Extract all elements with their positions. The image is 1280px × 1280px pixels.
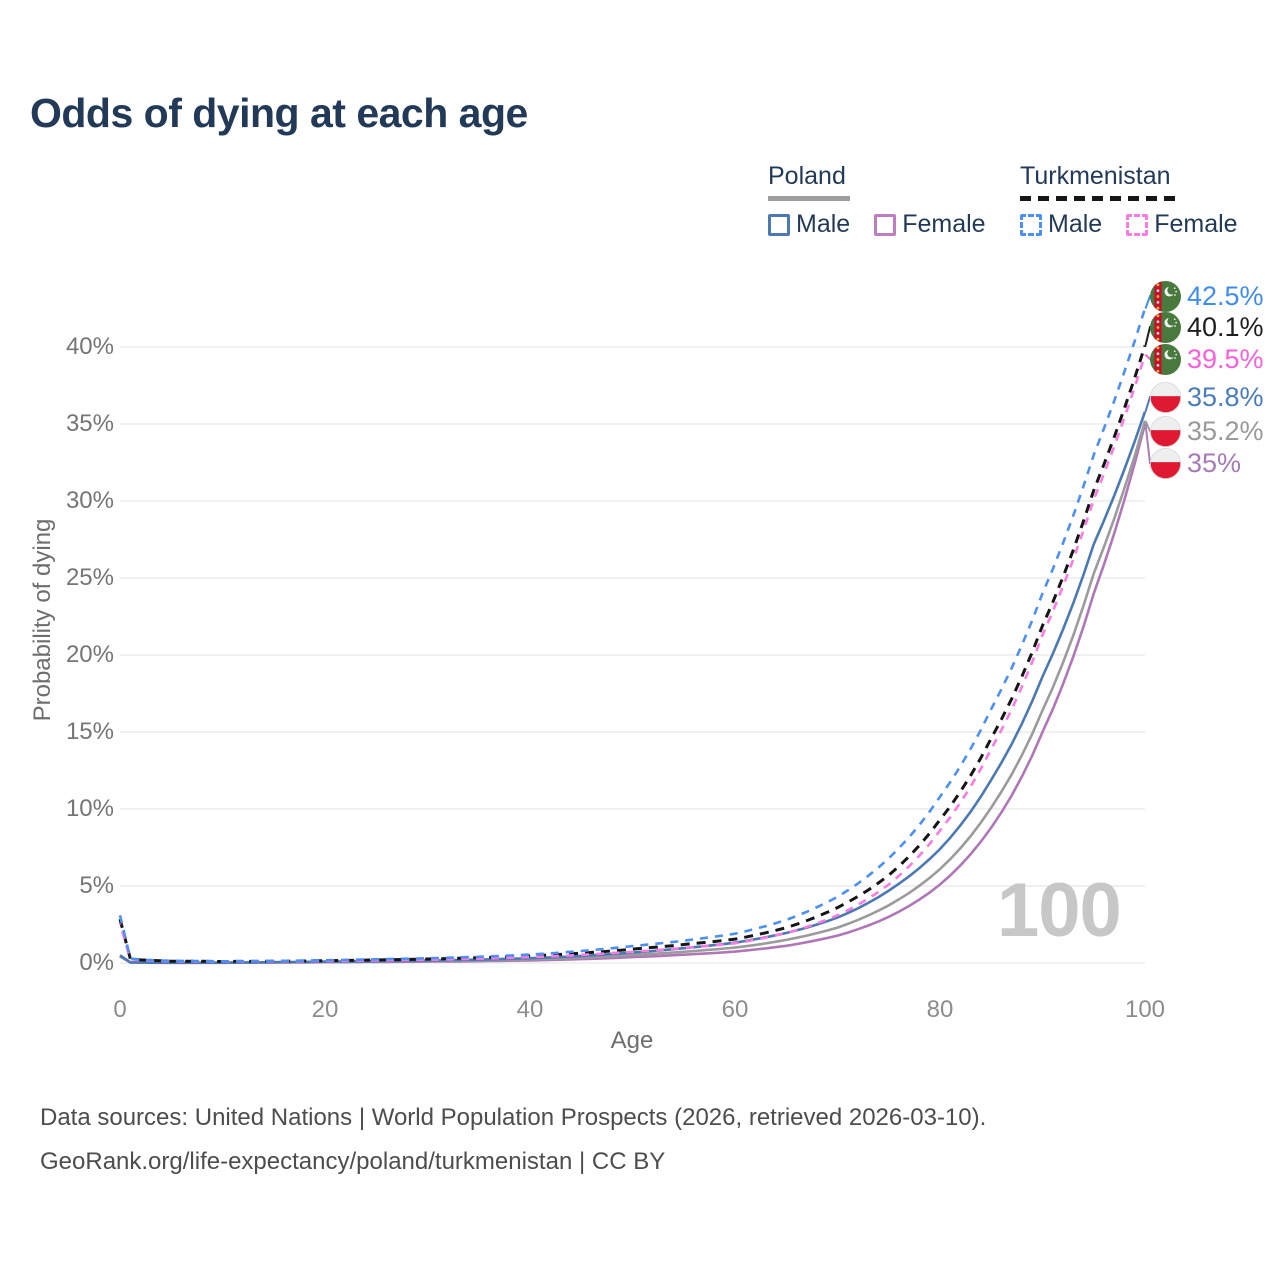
- turkmenistan-male-label: Male: [1048, 210, 1103, 238]
- end-label-poland-male: 35.8%: [1150, 380, 1264, 414]
- page-title: Odds of dying at each age: [30, 90, 528, 136]
- end-label-turkmenistan-female: 39.5%: [1150, 342, 1264, 376]
- legend-country-turkmenistan: Turkmenistan: [1020, 162, 1171, 190]
- y-tick-20: 20%: [65, 641, 114, 668]
- y-tick-30: 30%: [65, 487, 114, 514]
- series-line-poland-female: [119, 423, 1147, 965]
- series-line-turkmenistan-male: [118, 308, 1147, 963]
- poland-female-swatch: [874, 213, 897, 236]
- series-line-turkmenistan-both-sexes-: [118, 345, 1147, 964]
- age-watermark: 100: [997, 868, 1122, 953]
- series-line-turkmenistan-female: [118, 354, 1147, 963]
- legend-item-poland-male: Male: [768, 210, 850, 239]
- series-line-poland-male: [119, 411, 1147, 964]
- x-tick-40: 40: [516, 996, 544, 1023]
- x-axis-title: Age: [610, 1027, 654, 1054]
- y-tick-10: 10%: [65, 795, 114, 822]
- y-tick-0: 0%: [79, 949, 114, 976]
- poland-solid-line-swatch: [768, 196, 850, 201]
- end-label-poland-female: 35%: [1150, 446, 1241, 480]
- legend-group-poland: Poland Male Female: [768, 162, 986, 239]
- series-line-poland-both-sexes-: [119, 420, 1147, 965]
- footer: Data sources: United Nations | World Pop…: [40, 1104, 986, 1192]
- x-tick-80: 80: [926, 996, 954, 1023]
- y-tick-25: 25%: [65, 564, 114, 591]
- poland-flag-icon: [1150, 416, 1181, 447]
- legend-country-poland: Poland: [768, 162, 846, 190]
- x-tick-100: 100: [1124, 996, 1166, 1023]
- turkmenistan-flag-icon: [1150, 312, 1181, 343]
- poland-flag-icon: [1150, 382, 1181, 413]
- turkmenistan-female-swatch: [1126, 213, 1149, 236]
- data-sources-line: Data sources: United Nations | World Pop…: [40, 1104, 987, 1131]
- turkmenistan-dashed-line-swatch: [1020, 196, 1180, 201]
- legend-item-turkmenistan-male: Male: [1020, 210, 1102, 239]
- poland-male-swatch: [768, 213, 790, 236]
- x-tick-60: 60: [721, 996, 749, 1023]
- series-lines: [118, 308, 1147, 965]
- end-label-turkmenistan-both: 40.1%: [1150, 310, 1264, 344]
- y-tick-15: 15%: [65, 718, 114, 745]
- gridlines: [120, 346, 1145, 964]
- y-tick-5: 5%: [79, 872, 114, 899]
- x-tick-0: 0: [113, 996, 127, 1023]
- turkmenistan-female-label: Female: [1154, 210, 1238, 238]
- y-tick-35: 35%: [65, 410, 114, 437]
- turkmenistan-flag-icon: [1150, 344, 1181, 375]
- legend-item-poland-female: Female: [874, 210, 986, 239]
- turkmenistan-male-swatch: [1020, 213, 1042, 236]
- end-label-poland-both: 35.2%: [1150, 414, 1264, 448]
- attribution-line: GeoRank.org/life-expectancy/poland/turkm…: [40, 1148, 666, 1175]
- y-axis-title: Probability of dying: [29, 518, 56, 722]
- legend-group-turkmenistan: Turkmenistan Male Female: [1020, 162, 1238, 239]
- legend-item-turkmenistan-female: Female: [1126, 210, 1238, 239]
- x-tick-20: 20: [311, 996, 339, 1023]
- turkmenistan-flag-icon: [1150, 281, 1181, 312]
- end-label-turkmenistan-male: 42.5%: [1150, 279, 1264, 313]
- poland-male-label: Male: [796, 210, 851, 238]
- poland-flag-icon: [1150, 448, 1181, 479]
- poland-female-label: Female: [902, 210, 986, 238]
- y-tick-40: 40%: [65, 333, 114, 360]
